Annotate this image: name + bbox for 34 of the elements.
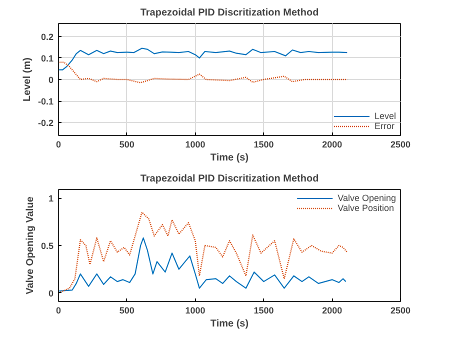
line-series <box>58 48 348 70</box>
line-series <box>58 212 348 294</box>
y-tick-label: 0 <box>48 75 54 85</box>
x-tick-label: 1500 <box>254 140 274 150</box>
legend-label: Level <box>374 111 396 121</box>
y-tick-label: 1 <box>48 194 54 204</box>
legend-label: Valve Opening <box>338 193 396 203</box>
x-tick-label: 2000 <box>322 140 342 150</box>
chart-title: Trapezoidal PID Discritization Method <box>140 174 319 184</box>
y-tick-label: -0.1 <box>38 96 54 107</box>
line-series <box>58 62 348 84</box>
y-tick-label: 0.5 <box>40 241 54 251</box>
x-tick-label: 0 <box>56 306 62 316</box>
y-tick-label: 0 <box>48 288 54 298</box>
x-tick-label: 500 <box>119 306 134 316</box>
x-tick-label: 2500 <box>390 140 411 150</box>
x-tick-label: 2500 <box>390 306 411 316</box>
chart-title: Trapezoidal PID Discritization Method <box>140 8 319 18</box>
x-tick-label: 1000 <box>185 306 206 316</box>
y-axis-title: Valve Opening Value <box>24 196 36 294</box>
y-axis-title: Level (m) <box>22 58 33 102</box>
y-tick-label: 0.2 <box>40 32 54 42</box>
x-tick-label: 0 <box>56 140 62 150</box>
y-tick-label: -0.2 <box>38 118 54 128</box>
x-axis-title: Time (s) <box>210 318 249 330</box>
line-series <box>58 237 346 292</box>
x-tick-label: 1500 <box>254 306 274 316</box>
x-tick-label: 1000 <box>185 140 206 150</box>
y-tick-label: 0.1 <box>40 53 54 64</box>
legend-label: Valve Position <box>338 203 394 213</box>
x-axis-title: Time (s) <box>210 152 249 164</box>
legend-label: Error <box>374 121 394 131</box>
x-tick-label: 500 <box>119 140 134 150</box>
x-tick-label: 2000 <box>322 306 342 316</box>
